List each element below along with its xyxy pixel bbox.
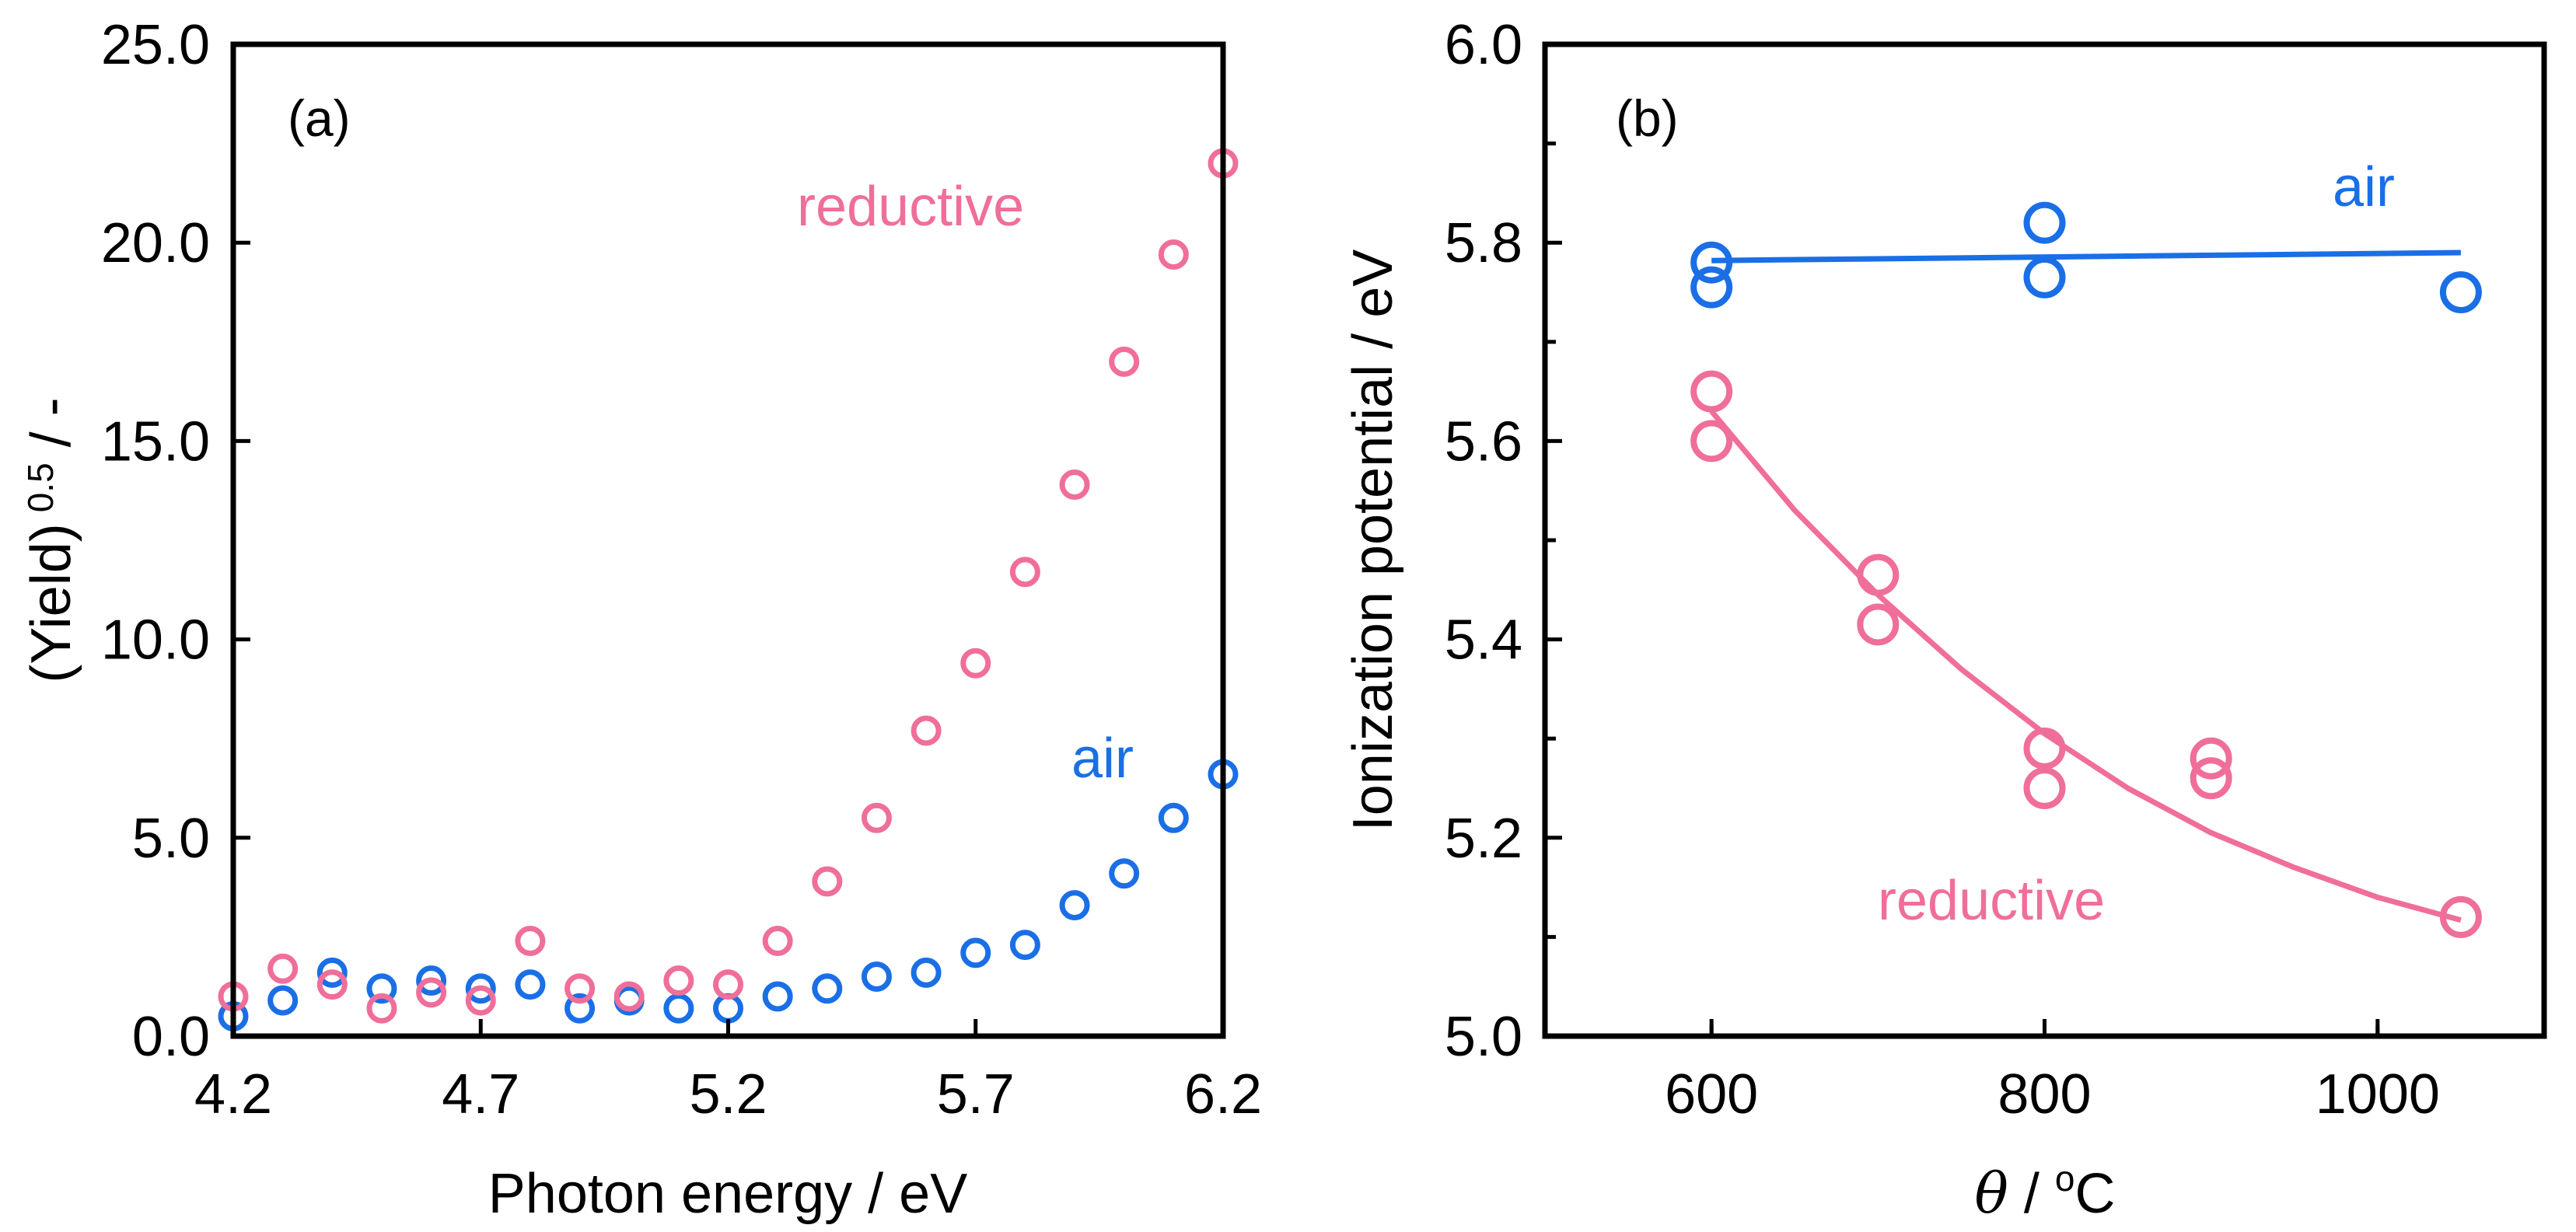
panel-b-reductive-point <box>1857 603 1900 646</box>
panel-a-air-point <box>1109 858 1140 889</box>
panel-a-air-point <box>911 957 942 988</box>
panel-a-y-axis-title-tail: / - <box>20 397 82 462</box>
panel-b-air-point <box>2023 201 2066 244</box>
panel-a-air-point <box>267 985 299 1016</box>
panel-a-reductive-point <box>1158 239 1189 270</box>
panel-a-air-point <box>1059 890 1090 921</box>
panel-b-air-point <box>2023 256 2066 298</box>
panel-a-air-point <box>960 937 991 968</box>
panel-a-reductive-point <box>911 715 942 746</box>
panel-a-x-tick-label: 6.2 <box>1184 1063 1262 1126</box>
panel-a-y-axis-title: (Yield) 0.5 / - <box>20 397 82 682</box>
panel-b-reductive-point <box>1690 420 1733 462</box>
panel-a-air-point <box>465 973 496 1004</box>
panel-a-reductive-point <box>366 993 397 1024</box>
panel-a-reductive-point <box>465 985 496 1016</box>
panel-a-air-point <box>515 969 546 1000</box>
panel-b-reductive-point <box>1690 370 1733 413</box>
panel-b-reductive-point <box>2439 895 2482 938</box>
panel-a-reductive-point <box>663 965 694 996</box>
panel-a-air-point <box>812 973 843 1004</box>
panel-a-reductive-point <box>316 969 348 1000</box>
panel-a-reductive-point <box>713 969 743 1000</box>
panel-a-y-tick-label: 25.0 <box>101 14 210 76</box>
panel-b-reductive-fit-line <box>1709 409 2462 923</box>
panel-a-air-point <box>663 993 694 1024</box>
panel-a-x-tick-label: 4.2 <box>194 1063 272 1126</box>
panel-b-reductive-point <box>2023 767 2066 809</box>
panel-a-x-tick-label: 5.2 <box>689 1063 767 1126</box>
panel-a-air-point <box>762 981 793 1012</box>
panel-b-y-tick-label: 6.0 <box>1445 14 1522 76</box>
panel-a-air-point <box>861 961 892 992</box>
panel-a-reductive-label: reductive <box>797 176 1024 238</box>
panel-a-reductive-point <box>762 926 793 957</box>
panel-b-y-tick-label: 5.0 <box>1445 1006 1522 1068</box>
panel-a-air-point <box>564 993 596 1024</box>
panel-a-x-tick-label: 4.7 <box>442 1063 519 1126</box>
panel-b-label: (b) <box>1616 89 1679 147</box>
panel-b-air-point <box>1690 241 1733 284</box>
panel-b-x-axis-title-unit: C <box>2074 1163 2115 1225</box>
panel-b-x-tick-label: 800 <box>1998 1063 2091 1126</box>
panel-a-y-tick-label: 10.0 <box>101 609 210 672</box>
panel-b-y-tick-label: 5.8 <box>1445 212 1522 274</box>
panel-a-y-tick-label: 5.0 <box>132 808 210 870</box>
panel-b-air-label: air <box>2333 156 2395 218</box>
panel-b-reductive-point <box>1857 553 1900 596</box>
panel-a-reductive-point <box>812 866 843 897</box>
panel-a-reductive-point <box>1109 346 1140 377</box>
panel-b-y-tick-label: 5.4 <box>1445 609 1522 672</box>
panel-b-x-tick-label: 600 <box>1665 1063 1758 1126</box>
panel-a-reductive-point <box>1009 557 1040 588</box>
panel-b-x-tick-label: 1000 <box>2316 1063 2440 1126</box>
panel-a-y-axis-title-main: (Yield) <box>20 523 82 682</box>
panel-b-y-axis-title: Ionization potential / eV <box>1342 250 1404 832</box>
panel-a-y-tick-label: 15.0 <box>101 410 210 473</box>
panel-a-air-point <box>316 957 348 988</box>
panel-b-reductive-point <box>2023 727 2066 770</box>
panel-b-x-axis-title-symbol: θ <box>1975 1160 2008 1226</box>
panel-b-air-fit-line <box>1711 250 2461 264</box>
panel-a-y-axis-title-exponent: 0.5 <box>20 462 61 512</box>
panel-a-x-axis-title: Photon energy / eV <box>488 1163 967 1225</box>
panel-a-reductive-point <box>861 802 892 833</box>
panel-b-y-tick-label: 5.2 <box>1445 808 1522 870</box>
panel-a-air-point <box>366 973 397 1004</box>
panel-a-reductive-point <box>515 926 546 957</box>
panel-b-air-point <box>2439 271 2482 313</box>
panel-a-label: (a) <box>288 89 351 147</box>
panel-a-air-point <box>416 965 447 996</box>
panel-a-x-tick-label: 5.7 <box>937 1063 1015 1126</box>
panel-a-reductive-point <box>416 977 447 1008</box>
panel-b-ionization-plot: 5.0 5.2 5.4 5.6 5.8 6.0 600 800 1000 (b) air red… <box>1342 14 2547 1226</box>
panel-b-reductive-label: reductive <box>1878 870 2105 932</box>
panel-a-air-point <box>1158 802 1189 833</box>
panel-b-x-axis-title: θ / oC <box>1975 1158 2116 1226</box>
panel-b-x-axis-title-degree: o <box>2055 1158 2075 1199</box>
panel-a-air-point <box>1009 930 1040 961</box>
panel-a-reductive-point <box>613 981 645 1012</box>
panel-b-y-tick-label: 5.6 <box>1445 410 1522 473</box>
panel-a-reductive-point <box>564 973 596 1004</box>
panel-b-air-point <box>1690 266 1733 309</box>
panel-a-y-tick-label: 20.0 <box>101 212 210 274</box>
panel-b-x-axis-title-sep: / <box>2008 1163 2055 1225</box>
panel-a-reductive-point <box>1059 469 1090 501</box>
panel-b-reductive-point <box>2190 737 2232 780</box>
panel-a-frame <box>230 41 1226 1039</box>
panel-a-reductive-point <box>960 647 991 679</box>
panel-b-reductive-point <box>2190 757 2232 800</box>
panel-a-yield-plot: 0.0 5.0 10.0 15.0 20.0 25.0 4.2 4.7 5.2 5.7 6.2 (a… <box>20 14 1262 1225</box>
panel-a-y-tick-label: 0.0 <box>132 1006 210 1068</box>
panel-a-air-label: air <box>1071 728 1134 790</box>
panel-a-reductive-point <box>267 953 299 984</box>
